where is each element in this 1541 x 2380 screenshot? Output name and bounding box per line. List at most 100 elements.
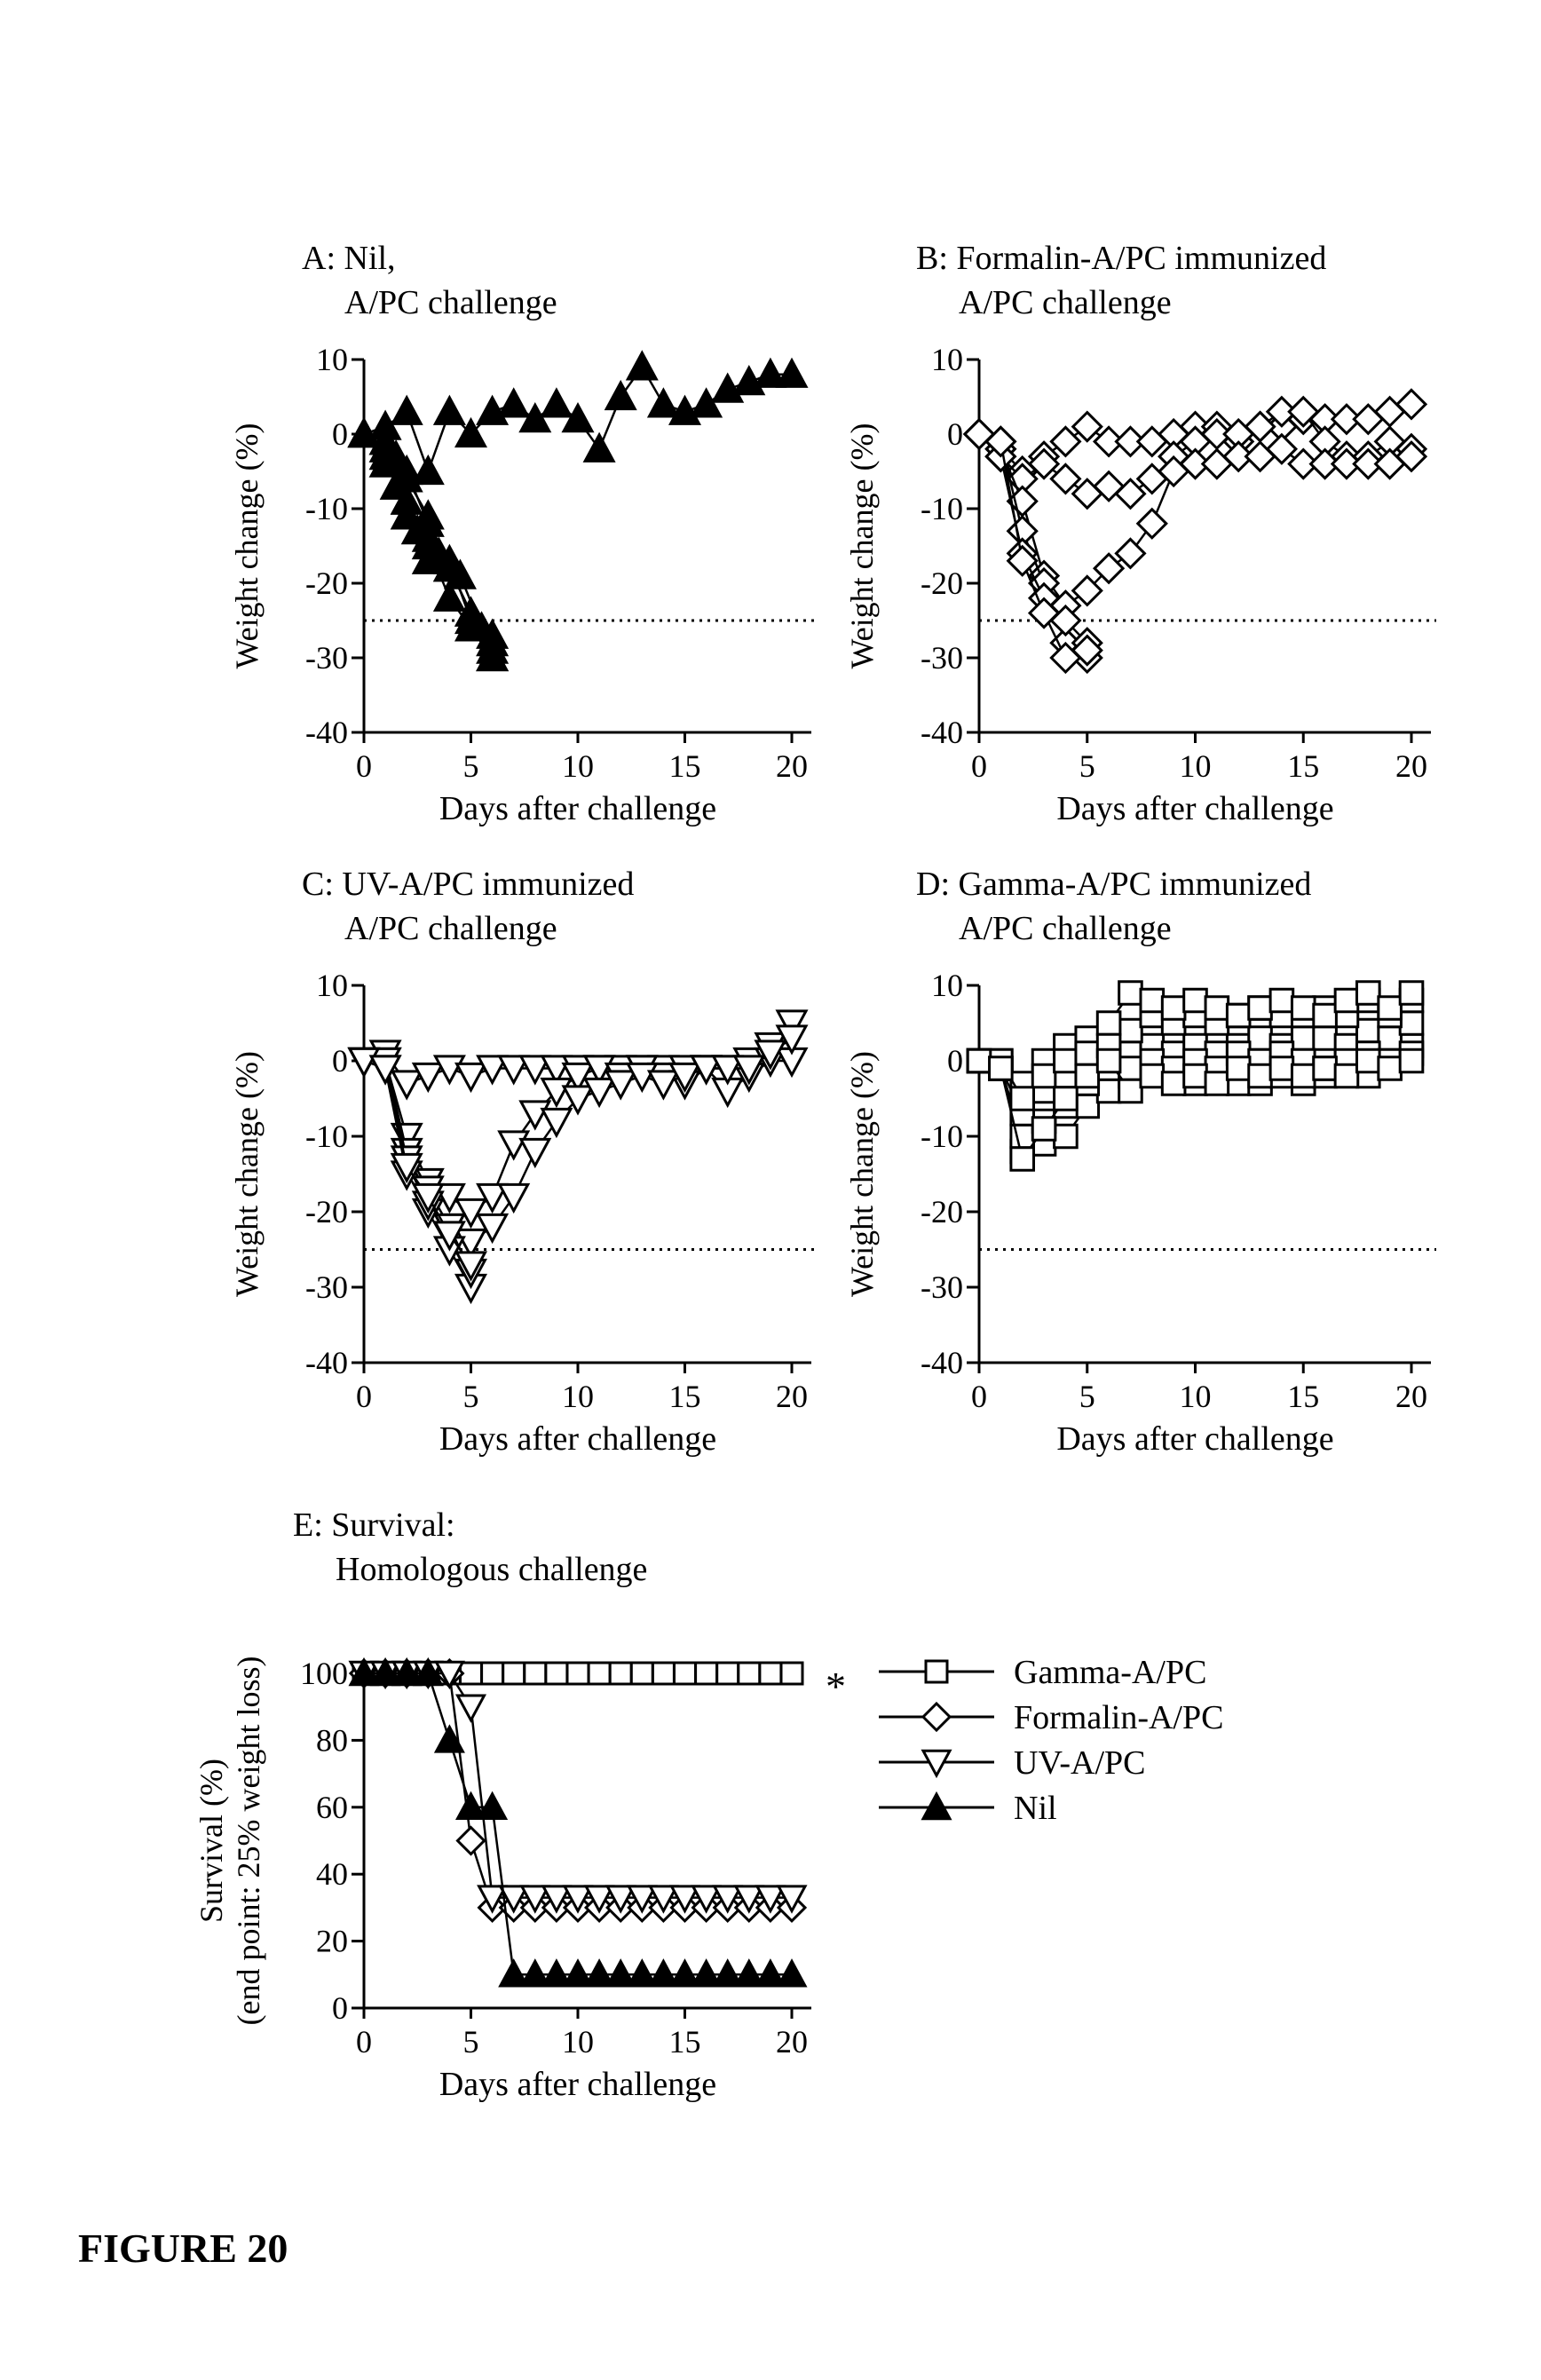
data-point: [1227, 1004, 1250, 1027]
x-tick-label: 15: [669, 2024, 701, 2060]
data-point: [1138, 510, 1166, 538]
data-point: [1119, 982, 1142, 1005]
series-line: [364, 1673, 792, 1898]
panel-d: D: Gamma-A/PC immunizedA/PC challenge100…: [844, 866, 1436, 1458]
data-point: [1116, 539, 1144, 567]
data-point: [1141, 989, 1164, 1012]
data-point: [968, 1049, 991, 1072]
data-point: [1314, 1057, 1337, 1080]
legend-marker: [926, 1661, 947, 1682]
panel-c: C: UV-A/PC immunizedA/PC challenge100-10…: [229, 866, 817, 1458]
series-5: [350, 1048, 486, 1286]
y-axis-label: Weight change (%): [844, 1051, 880, 1297]
data-point: [546, 1663, 567, 1684]
data-point: [675, 1663, 696, 1684]
data-point: [1335, 989, 1358, 1012]
x-tick-label: 5: [463, 1379, 479, 1414]
figure-caption: FIGURE 20: [78, 2225, 288, 2272]
data-point: [1162, 997, 1185, 1020]
y-tick-label: 0: [332, 1043, 348, 1079]
x-tick-label: 10: [1180, 748, 1212, 784]
y-tick-label: 0: [947, 1043, 963, 1079]
panel-subtitle: Homologous challenge: [336, 1551, 647, 1588]
data-point: [392, 398, 421, 424]
y-tick-label: -20: [921, 1194, 963, 1230]
data-point: [1055, 1087, 1078, 1111]
legend-label: Gamma-A/PC: [1014, 1654, 1206, 1691]
data-point: [1379, 1057, 1402, 1080]
x-tick-label: 0: [356, 748, 372, 784]
x-tick-label: 20: [1395, 1379, 1427, 1414]
legend-item: Gamma-A/PC: [879, 1654, 1206, 1691]
data-point: [458, 1828, 485, 1854]
x-tick-label: 5: [1079, 1379, 1095, 1414]
data-point: [1097, 1012, 1120, 1035]
data-point: [1051, 427, 1079, 455]
series-line: [364, 1673, 792, 1974]
panel-title: C: UV-A/PC immunized: [302, 866, 634, 903]
data-point: [500, 1184, 528, 1211]
x-tick-label: 10: [562, 748, 594, 784]
data-point: [1076, 1064, 1099, 1087]
data-point: [1357, 1049, 1380, 1072]
data-point: [1076, 1042, 1099, 1065]
data-point: [1314, 1004, 1337, 1027]
data-point: [1400, 982, 1423, 1005]
data-point: [739, 1663, 760, 1684]
panel-title: E: Survival:: [293, 1506, 455, 1544]
data-point: [458, 1696, 485, 1720]
data-point: [696, 1663, 717, 1684]
y-tick-label: 0: [332, 416, 348, 452]
panel-a: A: Nil,A/PC challenge100-10-20-30-400510…: [229, 240, 817, 827]
panel-subtitle: A/PC challenge: [959, 910, 1172, 947]
y-axis-label: Weight change (%): [229, 1051, 265, 1297]
series-3: [351, 1662, 805, 1910]
panel-title: B: Formalin-A/PC immunized: [916, 240, 1326, 277]
y-tick-label: 10: [316, 968, 348, 1003]
data-point: [652, 1663, 674, 1684]
data-point: [628, 352, 656, 379]
data-point: [1400, 1012, 1423, 1035]
data-point: [503, 1663, 525, 1684]
data-point: [990, 1057, 1013, 1080]
panel-b: B: Formalin-A/PC immunizedA/PC challenge…: [844, 240, 1436, 827]
y-tick-label: -20: [921, 565, 963, 601]
data-point: [1184, 1064, 1207, 1087]
x-axis-label: Days after challenge: [439, 2066, 716, 2103]
x-tick-label: 5: [1079, 748, 1095, 784]
y-tick-label: 10: [931, 968, 963, 1003]
legend-label: Nil: [1014, 1790, 1057, 1827]
y-tick-label: -20: [305, 565, 348, 601]
data-point: [1119, 1057, 1142, 1080]
x-tick-label: 20: [1395, 748, 1427, 784]
data-point: [1097, 1079, 1120, 1103]
x-tick-label: 15: [669, 1379, 701, 1414]
y-axis-label: Weight change (%): [229, 423, 265, 669]
data-point: [1249, 1027, 1272, 1050]
series-4: [351, 1660, 805, 1986]
y-axis-label: Weight change (%): [844, 423, 880, 669]
data-point: [610, 1663, 631, 1684]
x-tick-label: 10: [562, 2024, 594, 2060]
x-tick-label: 5: [463, 748, 479, 784]
legend-marker: [923, 1704, 950, 1730]
series-line: [364, 1673, 792, 1908]
data-point: [1032, 1064, 1055, 1087]
y-tick-label: -30: [305, 1269, 348, 1305]
data-point: [1184, 989, 1207, 1012]
significance-asterisk: *: [826, 1664, 846, 1709]
x-tick-label: 0: [356, 2024, 372, 2060]
data-point: [1011, 1148, 1034, 1171]
x-tick-label: 20: [776, 2024, 808, 2060]
data-point: [392, 1071, 421, 1098]
series-1: [350, 352, 806, 483]
y-tick-label: -10: [921, 1119, 963, 1154]
data-point: [1073, 413, 1102, 441]
x-tick-label: 0: [971, 1379, 987, 1414]
data-point: [781, 1663, 802, 1684]
data-point: [1119, 1019, 1142, 1042]
data-point: [1249, 1064, 1272, 1087]
legend-label: UV-A/PC: [1014, 1744, 1146, 1782]
data-point: [1249, 997, 1272, 1020]
